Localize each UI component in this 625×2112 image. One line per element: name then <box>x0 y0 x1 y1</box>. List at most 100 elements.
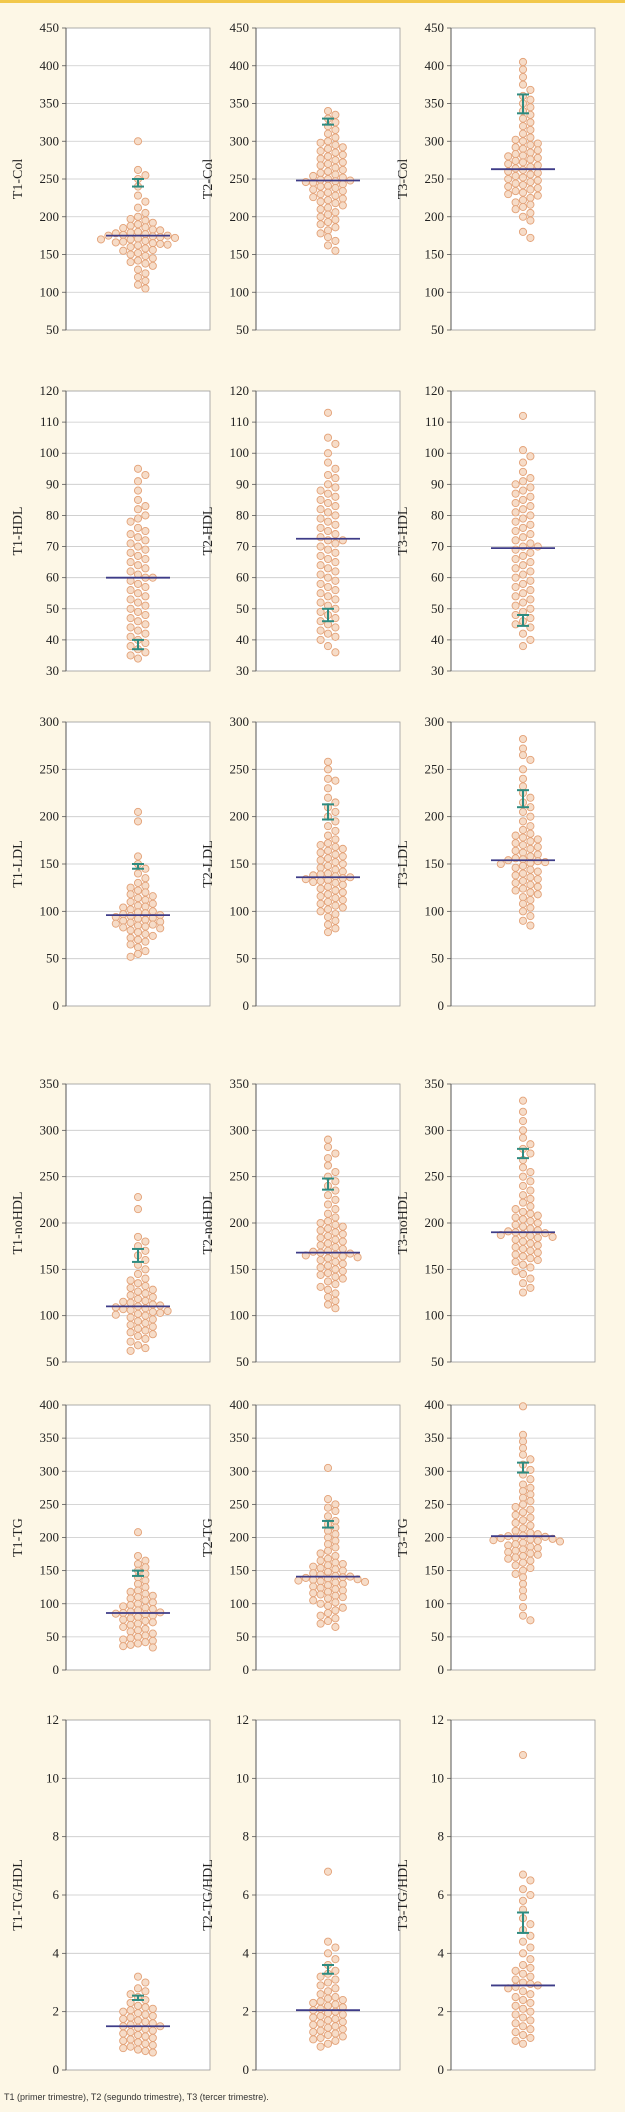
data-point <box>133 273 143 282</box>
data-point <box>316 1549 325 1558</box>
data-point <box>526 567 535 576</box>
data-point <box>323 1135 333 1144</box>
data-point <box>141 1265 150 1274</box>
data-point <box>526 95 535 104</box>
data-point <box>133 464 143 473</box>
data-point <box>323 1161 333 1170</box>
data-point <box>331 1558 340 1567</box>
data-point <box>338 1230 347 1239</box>
data-point <box>331 474 340 483</box>
data-point <box>518 114 528 123</box>
data-point <box>526 1542 535 1551</box>
data-point <box>526 1955 535 1964</box>
data-point <box>316 1233 325 1242</box>
data-point <box>526 548 535 557</box>
data-point <box>338 1222 347 1231</box>
data-point <box>133 523 143 532</box>
data-point <box>323 107 333 116</box>
data-point <box>518 1222 528 1231</box>
y-tick-label: 400 <box>40 58 60 73</box>
top-accent-strip <box>0 0 625 3</box>
data-point <box>511 831 520 840</box>
data-point <box>331 595 340 604</box>
data-point <box>533 139 542 148</box>
data-point <box>331 2036 340 2045</box>
data-point <box>518 876 528 886</box>
data-point <box>316 1972 325 1981</box>
data-point <box>316 147 325 156</box>
data-point <box>331 1975 340 1984</box>
data-point <box>526 474 535 483</box>
chart-t1-tg: 0 50 100 150 200 250 300 350 400 T1-TG <box>11 1397 211 1677</box>
data-point <box>133 949 143 958</box>
y-tick-label: 4 <box>438 1945 445 1960</box>
data-point <box>323 629 333 638</box>
data-point <box>533 842 542 852</box>
data-point <box>511 1993 520 2002</box>
data-point <box>301 1573 310 1582</box>
data-point <box>133 1332 143 1341</box>
y-tick-label: 350 <box>40 1430 60 1445</box>
data-point <box>518 1949 528 1958</box>
data-point <box>133 894 143 903</box>
y-tick-label: 30 <box>46 663 59 678</box>
data-point <box>316 907 325 916</box>
data-point <box>316 212 325 221</box>
data-point <box>511 1205 520 1214</box>
data-point <box>323 839 333 848</box>
data-point <box>526 103 535 112</box>
data-point <box>518 446 528 455</box>
data-point <box>331 835 340 844</box>
data-point <box>148 1293 157 1302</box>
data-point <box>338 150 347 159</box>
data-point <box>518 1579 528 1588</box>
data-point <box>533 890 542 899</box>
data-point <box>504 174 513 184</box>
y-tick-label: 450 <box>230 20 250 35</box>
data-point <box>141 269 150 278</box>
data-point <box>331 1943 340 1952</box>
data-point <box>511 171 520 181</box>
data-point <box>316 197 325 206</box>
data-point <box>518 1516 528 1525</box>
y-tick-label: 250 <box>230 171 250 186</box>
data-point <box>323 1285 333 1294</box>
data-point <box>126 548 135 557</box>
data-point <box>133 2001 143 2010</box>
data-point <box>323 784 333 793</box>
data-point <box>518 2004 528 2013</box>
data-point <box>331 148 340 157</box>
data-point <box>119 923 128 932</box>
data-point <box>141 230 150 239</box>
data-point <box>323 1154 333 1163</box>
data-point <box>133 921 143 930</box>
chart-t2-col: 50 100 150 200 250 300 350 400 450 T2-Col <box>201 20 401 337</box>
data-point <box>526 888 535 897</box>
data-point <box>323 1978 333 1987</box>
y-tick-label: 250 <box>40 1169 60 1184</box>
figure-caption: T1 (primer trimestre), T2 (segundo trime… <box>4 2092 269 2102</box>
y-tick-label: 350 <box>230 1430 250 1445</box>
data-point <box>511 498 520 508</box>
data-point <box>518 467 528 476</box>
y-axis-label: T2-noHDL <box>201 1192 216 1255</box>
data-point <box>518 551 528 560</box>
data-point <box>518 1586 528 1595</box>
y-tick-label: 2 <box>53 2004 60 2019</box>
data-point <box>316 892 325 901</box>
data-point <box>526 1140 535 1149</box>
y-tick-label: 12 <box>236 1712 249 1727</box>
data-point <box>141 1311 150 1320</box>
data-point <box>133 533 143 542</box>
data-point <box>533 850 542 859</box>
y-tick-label: 250 <box>230 1169 250 1184</box>
data-point <box>526 233 535 242</box>
chart-t3-hdl: 30 40 50 60 70 80 90 100 110 120 T3-HDL <box>396 383 596 678</box>
data-point <box>511 1526 520 1535</box>
data-point <box>323 1601 333 1610</box>
data-point <box>323 129 333 138</box>
data-point <box>316 635 325 644</box>
data-point <box>518 514 528 523</box>
data-point <box>316 1590 325 1599</box>
data-point <box>511 1561 520 1570</box>
